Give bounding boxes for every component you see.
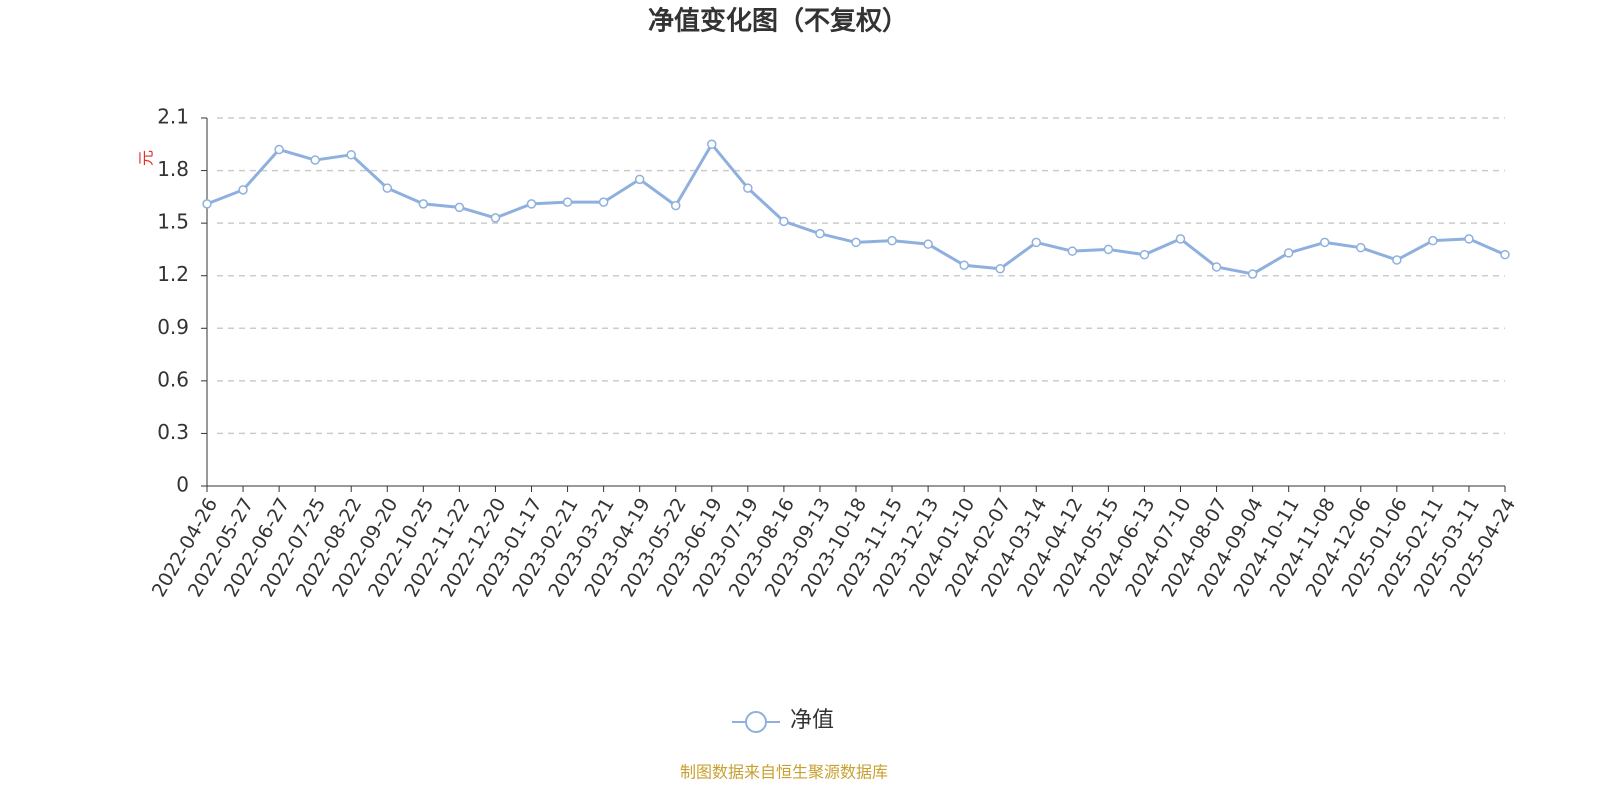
- data-point: [779, 216, 789, 227]
- data-point: [598, 197, 609, 207]
- data-point: [526, 199, 537, 209]
- data-line: [206, 142, 1506, 276]
- y-tick-label: 0.6: [157, 367, 189, 391]
- data-point: [1067, 246, 1078, 256]
- data-point: [238, 185, 248, 195]
- legend-marker: [745, 711, 767, 733]
- y-tick-label: 1.5: [157, 210, 189, 234]
- y-axis-label: 元: [137, 150, 156, 166]
- data-point: [1319, 237, 1330, 248]
- data-point: [1103, 244, 1114, 255]
- y-tick-label: 1.8: [157, 157, 189, 181]
- data-point: [274, 144, 284, 155]
- data-point: [454, 202, 465, 213]
- y-tick-label: 2.1: [157, 105, 189, 129]
- data-point: [743, 183, 753, 193]
- data-point: [815, 228, 825, 239]
- data-point: [1247, 269, 1258, 279]
- data-point: [1175, 234, 1186, 244]
- y-tick-label: 0: [176, 473, 189, 497]
- data-point: [995, 263, 1005, 274]
- data-point: [1356, 242, 1366, 253]
- data-point: [562, 197, 573, 207]
- data-point: [634, 174, 645, 185]
- y-tick-label: 0.9: [157, 315, 189, 339]
- data-point: [310, 155, 320, 165]
- y-tick-label: 0.3: [157, 420, 189, 444]
- data-point: [346, 150, 356, 160]
- data-point: [202, 199, 212, 209]
- legend-label: 净值: [790, 708, 834, 733]
- data-point: [707, 139, 717, 150]
- chart-title: 净值变化图（不复权）: [648, 6, 908, 37]
- data-point: [1211, 262, 1222, 272]
- data-point: [1428, 235, 1438, 246]
- data-point: [1392, 255, 1402, 265]
- data-point: [670, 200, 681, 211]
- data-point: [959, 260, 969, 270]
- y-tick-label: 1.2: [157, 262, 189, 286]
- data-point: [887, 235, 897, 246]
- data-point: [490, 213, 501, 223]
- source-note: 制图数据来自恒生聚源数据库: [680, 763, 888, 782]
- data-point: [1283, 248, 1294, 258]
- data-point: [1031, 237, 1042, 248]
- data-point: [418, 199, 429, 209]
- data-point: [382, 183, 393, 193]
- data-point: [1500, 249, 1510, 260]
- data-point: [923, 239, 933, 249]
- data-point: [1464, 234, 1474, 244]
- data-point: [1139, 249, 1150, 260]
- data-point: [851, 237, 861, 248]
